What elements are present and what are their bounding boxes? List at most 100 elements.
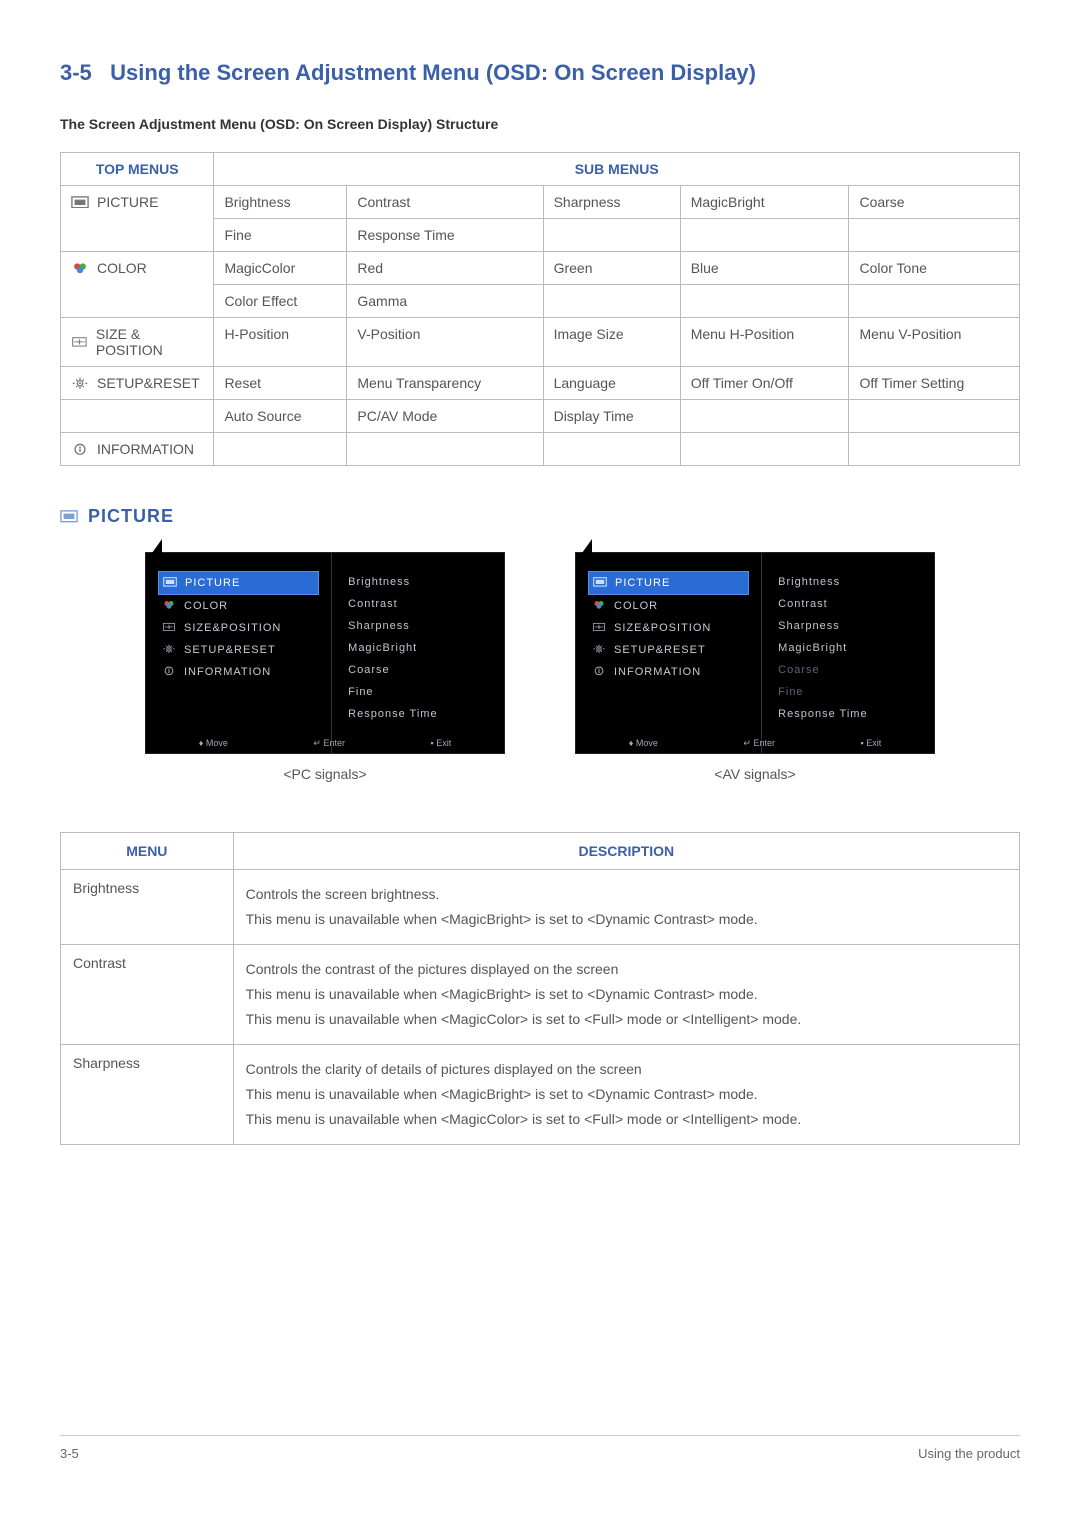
sub-menu-cell: Image Size bbox=[543, 318, 680, 367]
osd-menu-information: INFORMATION bbox=[588, 661, 749, 683]
osd-menu-label: SIZE&POSITION bbox=[184, 622, 281, 634]
osd-menu-picture: PICTURE bbox=[158, 571, 319, 595]
desc-text-cell: Controls the screen brightness.This menu… bbox=[233, 870, 1019, 945]
top-menu-cell: INFORMATION bbox=[61, 433, 214, 466]
sub-menu-cell: Off Timer Setting bbox=[849, 367, 1020, 400]
section-title: 3-5 Using the Screen Adjustment Menu (OS… bbox=[60, 60, 1020, 86]
desc-line: This menu is unavailable when <MagicBrig… bbox=[246, 984, 1007, 1005]
sub-menu-cell: Fine bbox=[214, 219, 347, 252]
section-number: 3-5 bbox=[60, 60, 92, 85]
osd-menu-information: INFORMATION bbox=[158, 661, 319, 683]
setup-icon bbox=[162, 644, 176, 656]
sub-menu-cell: Response Time bbox=[347, 219, 543, 252]
sub-menu-cell: Menu H-Position bbox=[680, 318, 849, 367]
header-top-menus: TOP MENUS bbox=[61, 153, 214, 186]
desc-menu-cell: Contrast bbox=[61, 945, 234, 1045]
structure-table: TOP MENUS SUB MENUS PICTURE BrightnessCon… bbox=[60, 152, 1020, 466]
sub-menu-cell: Coarse bbox=[849, 186, 1020, 219]
osd-footer-enter: ↵ Enter bbox=[313, 738, 345, 749]
sub-menu-cell: Display Time bbox=[543, 400, 680, 433]
osd-av: PICTURECOLORSIZE&POSITIONSETUP&RESETINFO… bbox=[575, 552, 935, 754]
sub-menu-cell bbox=[543, 219, 680, 252]
sub-menu-cell bbox=[214, 433, 347, 466]
osd-sub-response-time: Response Time bbox=[344, 703, 492, 725]
color-icon bbox=[162, 600, 176, 612]
setup-icon bbox=[71, 376, 89, 390]
top-menu-label: SETUP&RESET bbox=[97, 375, 200, 391]
picture-heading-label: PICTURE bbox=[88, 506, 174, 527]
sub-menu-cell: H-Position bbox=[214, 318, 347, 367]
desc-text-cell: Controls the contrast of the pictures di… bbox=[233, 945, 1019, 1045]
size-icon bbox=[162, 622, 176, 634]
header-sub-menus: SUB MENUS bbox=[214, 153, 1020, 186]
sub-menu-cell bbox=[849, 219, 1020, 252]
footer-left: 3-5 bbox=[60, 1446, 79, 1461]
sub-menu-cell: Color Effect bbox=[214, 285, 347, 318]
page-footer: 3-5 Using the product bbox=[60, 1435, 1020, 1461]
sub-menu-cell bbox=[849, 285, 1020, 318]
sub-menu-cell bbox=[680, 285, 849, 318]
description-table: MENU DESCRIPTION BrightnessControls the … bbox=[60, 832, 1020, 1145]
sub-menu-cell: Red bbox=[347, 252, 543, 285]
osd-sub-sharpness: Sharpness bbox=[344, 615, 492, 637]
osd-menu-label: PICTURE bbox=[615, 577, 670, 589]
picture-icon bbox=[593, 577, 607, 589]
osd-sub-magicbright: MagicBright bbox=[344, 637, 492, 659]
size-icon bbox=[71, 335, 88, 349]
sub-menu-cell: Auto Source bbox=[214, 400, 347, 433]
osd-menu-setup&reset: SETUP&RESET bbox=[158, 639, 319, 661]
desc-menu-cell: Sharpness bbox=[61, 1045, 234, 1145]
sub-menu-cell: Menu Transparency bbox=[347, 367, 543, 400]
osd-menu-label: COLOR bbox=[184, 600, 228, 612]
header-description: DESCRIPTION bbox=[233, 833, 1019, 870]
sub-menu-cell bbox=[347, 433, 543, 466]
sub-menu-cell: Gamma bbox=[347, 285, 543, 318]
info-icon bbox=[71, 442, 89, 456]
sub-menu-cell bbox=[680, 219, 849, 252]
sub-menu-cell bbox=[543, 285, 680, 318]
size-icon bbox=[592, 622, 606, 634]
osd-sub-brightness: Brightness bbox=[774, 571, 922, 593]
top-menu-label: SIZE & POSITION bbox=[96, 326, 204, 358]
osd-menu-picture: PICTURE bbox=[588, 571, 749, 595]
osd-menu-setup&reset: SETUP&RESET bbox=[588, 639, 749, 661]
top-menu-cell: SETUP&RESET bbox=[61, 367, 214, 400]
sub-menu-cell: Reset bbox=[214, 367, 347, 400]
osd-sub-magicbright: MagicBright bbox=[774, 637, 922, 659]
osd-sub-fine: Fine bbox=[344, 681, 492, 703]
top-menu-label: INFORMATION bbox=[97, 441, 194, 457]
desc-line: This menu is unavailable when <MagicBrig… bbox=[246, 1084, 1007, 1105]
osd-menu-size&position: SIZE&POSITION bbox=[158, 617, 319, 639]
setup-icon bbox=[592, 644, 606, 656]
osd-sub-fine: Fine bbox=[774, 681, 922, 703]
osd-caption-av: <AV signals> bbox=[575, 766, 935, 782]
desc-line: Controls the clarity of details of pictu… bbox=[246, 1059, 1007, 1080]
osd-footer-exit: ▪ Exit bbox=[431, 738, 452, 749]
sub-menu-cell: Blue bbox=[680, 252, 849, 285]
top-menu-cell: SIZE & POSITION bbox=[61, 318, 214, 367]
sub-menu-cell: PC/AV Mode bbox=[347, 400, 543, 433]
osd-sub-sharpness: Sharpness bbox=[774, 615, 922, 637]
sub-menu-cell: Contrast bbox=[347, 186, 543, 219]
sub-menu-cell: V-Position bbox=[347, 318, 543, 367]
osd-menu-color: COLOR bbox=[158, 595, 319, 617]
sub-menu-cell: MagicBright bbox=[680, 186, 849, 219]
sub-menu-cell: MagicColor bbox=[214, 252, 347, 285]
sub-menu-cell bbox=[680, 433, 849, 466]
osd-footer-exit: ▪ Exit bbox=[861, 738, 882, 749]
picture-icon bbox=[60, 510, 78, 524]
picture-icon bbox=[163, 577, 177, 589]
osd-menu-label: SETUP&RESET bbox=[184, 644, 276, 656]
osd-sub-coarse: Coarse bbox=[774, 659, 922, 681]
sub-menu-cell: Brightness bbox=[214, 186, 347, 219]
top-menu-label: PICTURE bbox=[97, 194, 158, 210]
sub-menu-cell bbox=[849, 433, 1020, 466]
picture-heading: PICTURE bbox=[60, 506, 1020, 527]
sub-menu-cell bbox=[680, 400, 849, 433]
sub-menu-cell bbox=[849, 400, 1020, 433]
sub-menu-cell: Menu V-Position bbox=[849, 318, 1020, 367]
desc-line: This menu is unavailable when <MagicBrig… bbox=[246, 909, 1007, 930]
desc-text-cell: Controls the clarity of details of pictu… bbox=[233, 1045, 1019, 1145]
osd-sub-contrast: Contrast bbox=[344, 593, 492, 615]
info-icon bbox=[162, 666, 176, 678]
